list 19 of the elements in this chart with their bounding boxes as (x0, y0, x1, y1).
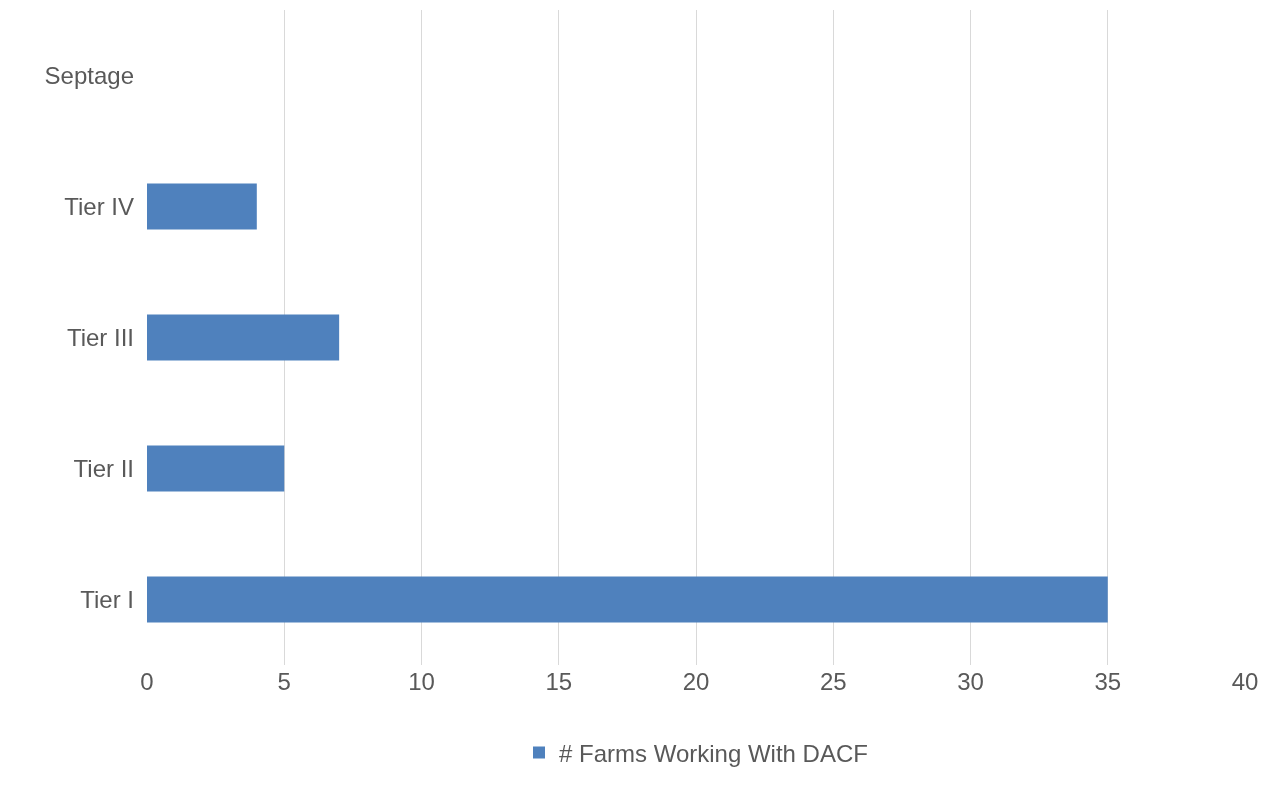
bar (147, 576, 1108, 623)
legend-label: # Farms Working With DACF (559, 739, 868, 767)
x-tick-label: 10 (408, 668, 435, 695)
x-tick-label: 35 (1094, 668, 1122, 695)
x-tick-label: 40 (1231, 668, 1259, 695)
x-tick-label: 15 (545, 668, 573, 695)
bar (147, 183, 257, 230)
x-tick-label: 0 (140, 668, 154, 695)
y-tick-label: Tier III (66, 323, 134, 351)
x-tick-label: 5 (277, 668, 291, 695)
y-tick-label: Tier I (80, 585, 134, 613)
x-tick-label: 25 (819, 668, 847, 695)
x-tick-label: 20 (682, 668, 710, 695)
y-tick-label: Tier II (73, 454, 134, 482)
y-tick-label: Tier IV (64, 192, 134, 220)
y-tick-label: Septage (44, 61, 134, 89)
bar (147, 445, 285, 492)
bar (147, 314, 340, 361)
x-tick-label: 30 (957, 668, 984, 695)
